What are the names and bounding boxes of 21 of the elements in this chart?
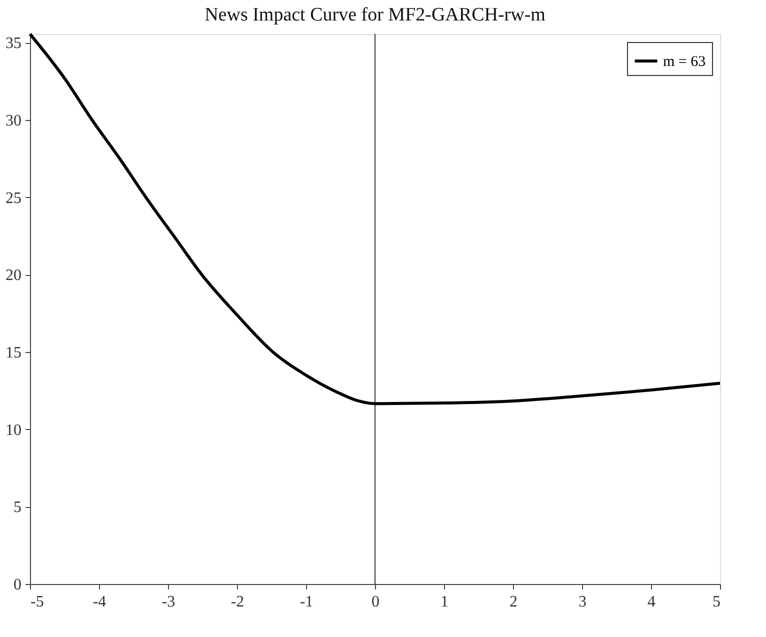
x-tick-label: -1: [300, 594, 314, 610]
x-tick-label: -3: [162, 594, 176, 610]
y-tick-label: 35: [6, 35, 22, 52]
chart-title: News Impact Curve for MF2-GARCH-rw-m: [204, 4, 546, 26]
x-tick-label: 2: [510, 594, 518, 610]
y-tick-label: 25: [6, 190, 22, 207]
x-tick-label: 3: [578, 594, 586, 610]
x-tick-label: 0: [372, 594, 380, 610]
y-tick-label: 30: [6, 112, 22, 130]
x-tick-label: 4: [648, 594, 656, 610]
x-tick-label: -4: [92, 594, 106, 610]
y-tick-label: 10: [6, 422, 22, 439]
x-tick-label: 1: [440, 594, 448, 610]
x-tick-label: 5: [712, 594, 720, 610]
x-tick-label: -5: [30, 594, 44, 610]
legend-label: m = 63: [663, 54, 706, 70]
y-tick-label: 5: [14, 499, 22, 516]
x-tick-label: -2: [230, 594, 244, 610]
y-tick-label: 15: [6, 344, 22, 362]
y-tick-label: 0: [14, 576, 22, 594]
y-tick-label: 20: [6, 267, 22, 284]
